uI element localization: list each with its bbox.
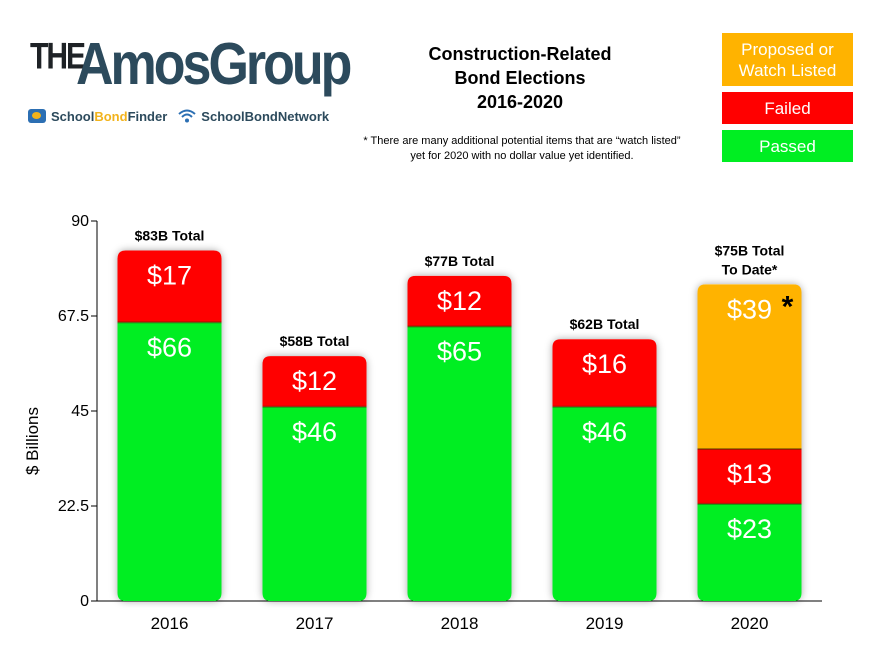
legend-proposed: Proposed or Watch Listed xyxy=(722,33,853,86)
logo-the: THE xyxy=(30,36,86,78)
amos-group-logo: THE AmosGroup School Bond Finder SchoolBon… xyxy=(28,28,352,138)
y-axis-label: $ Billions xyxy=(23,407,42,475)
logo-sbf-a: School xyxy=(51,108,95,124)
bar-total-label: $83B Total xyxy=(135,228,205,244)
legend-failed: Failed xyxy=(722,92,853,124)
bar-segment-failed xyxy=(552,339,657,407)
bar-value-label: $65 xyxy=(437,337,482,367)
y-tick-label: 90 xyxy=(71,213,89,230)
logo-sbf-b: Bond xyxy=(94,108,128,124)
footnote: * There are many additional potential it… xyxy=(363,135,681,162)
chart-title: Construction-Related Bond Elections 2016… xyxy=(392,42,648,114)
wifi-icon xyxy=(178,109,196,123)
bar-total-label: $62B Total xyxy=(570,316,640,332)
bar-segment-failed xyxy=(117,250,222,323)
legend-proposed-label: Watch Listed xyxy=(738,60,837,80)
bar-value-label: $16 xyxy=(582,349,627,379)
bar-value-label: $66 xyxy=(147,332,192,362)
bar-total-label: To Date* xyxy=(722,261,778,277)
legend-failed-label: Failed xyxy=(764,98,811,118)
x-tick-label: 2019 xyxy=(586,614,624,633)
y-tick-label: 45 xyxy=(71,403,89,420)
x-tick-label: 2020 xyxy=(731,614,769,633)
logo-subbrands: School Bond Finder SchoolBondNetwork xyxy=(28,108,329,124)
bar-value-label: $13 xyxy=(727,459,772,489)
chart-title-line: Bond Elections xyxy=(454,68,586,88)
y-tick-label: 0 xyxy=(80,593,89,610)
bar-value-label: $17 xyxy=(147,261,192,291)
bar-value-label: $46 xyxy=(582,417,627,447)
bar-segment-failed xyxy=(407,275,512,327)
bar-value-label: $39 xyxy=(727,294,772,324)
logo-sbn: SchoolBondNetwork xyxy=(201,108,330,124)
legend-passed: Passed xyxy=(722,130,853,162)
watch-list-asterisk: * xyxy=(782,290,794,323)
chart-title-line: 2016-2020 xyxy=(476,92,564,112)
bar-segment-failed xyxy=(697,449,802,504)
school-bond-finder-icon xyxy=(28,109,46,123)
bar-value-label: $12 xyxy=(437,286,482,316)
y-tick-label: 22.5 xyxy=(58,498,89,515)
bar-total-label: $77B Total xyxy=(425,253,495,269)
bar-segment-proposed-or-watch-listed xyxy=(697,284,802,449)
bar-segment-passed xyxy=(697,503,802,601)
bar-value-label: $46 xyxy=(292,417,337,447)
x-tick-label: 2017 xyxy=(296,614,334,633)
x-tick-label: 2018 xyxy=(441,614,479,633)
bar-value-label: $12 xyxy=(292,366,337,396)
bar-segment-passed xyxy=(117,322,222,601)
bar-segment-passed xyxy=(552,406,657,601)
chart-title-line: Construction-Related xyxy=(428,44,612,64)
legend-proposed-label: Proposed or xyxy=(741,39,834,59)
bar-value-label: $23 xyxy=(727,514,772,544)
bar-segment-passed xyxy=(407,326,512,601)
bar-segment-failed xyxy=(262,356,367,407)
bar-total-label: $58B Total xyxy=(280,333,350,349)
logo-sbf-c: Finder xyxy=(127,108,168,124)
bar-total-label: $75B Total xyxy=(715,242,785,258)
logo-wordmark: AmosGroup xyxy=(76,31,352,98)
bar-segment-passed xyxy=(262,406,367,601)
legend-passed-label: Passed xyxy=(759,136,816,156)
y-tick-label: 67.5 xyxy=(58,308,89,325)
x-tick-label: 2016 xyxy=(151,614,189,633)
